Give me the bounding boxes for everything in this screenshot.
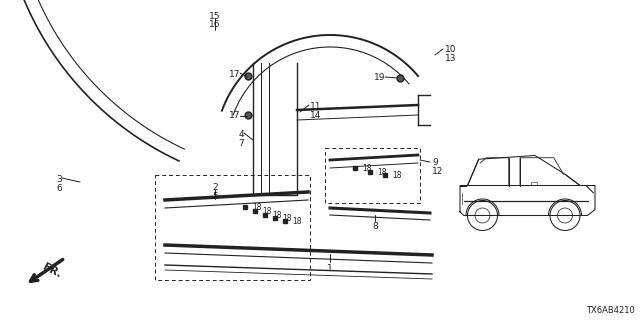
Text: 18: 18 bbox=[377, 167, 387, 177]
Text: 1: 1 bbox=[327, 264, 333, 273]
Text: 11: 11 bbox=[310, 102, 321, 111]
Text: 17: 17 bbox=[228, 110, 240, 119]
Text: 7: 7 bbox=[238, 139, 244, 148]
Text: TX6AB4210: TX6AB4210 bbox=[586, 306, 635, 315]
Text: FR.: FR. bbox=[41, 262, 63, 280]
Text: 3: 3 bbox=[56, 175, 62, 184]
Bar bbox=[531, 182, 537, 185]
Text: 18: 18 bbox=[272, 211, 282, 220]
Text: 9: 9 bbox=[432, 158, 438, 167]
Text: 19: 19 bbox=[374, 73, 385, 82]
Text: 15: 15 bbox=[209, 12, 221, 21]
Text: 18: 18 bbox=[252, 203, 262, 212]
Text: 2: 2 bbox=[212, 183, 218, 192]
Text: 18: 18 bbox=[392, 171, 401, 180]
Text: 6: 6 bbox=[56, 184, 62, 193]
Text: 16: 16 bbox=[209, 20, 221, 29]
Text: 17: 17 bbox=[228, 70, 240, 79]
Text: 8: 8 bbox=[372, 222, 378, 231]
Bar bbox=[155, 175, 310, 280]
Bar bbox=[325, 148, 420, 203]
Text: 18: 18 bbox=[262, 206, 271, 215]
Text: 4: 4 bbox=[238, 130, 244, 139]
Text: 18: 18 bbox=[282, 213, 291, 222]
Text: 18: 18 bbox=[362, 164, 371, 172]
Text: 5: 5 bbox=[212, 192, 218, 201]
Text: 18: 18 bbox=[292, 217, 301, 226]
Text: 10: 10 bbox=[445, 45, 456, 54]
Text: 14: 14 bbox=[310, 111, 321, 120]
Text: 13: 13 bbox=[445, 54, 456, 63]
Text: 12: 12 bbox=[432, 167, 444, 176]
